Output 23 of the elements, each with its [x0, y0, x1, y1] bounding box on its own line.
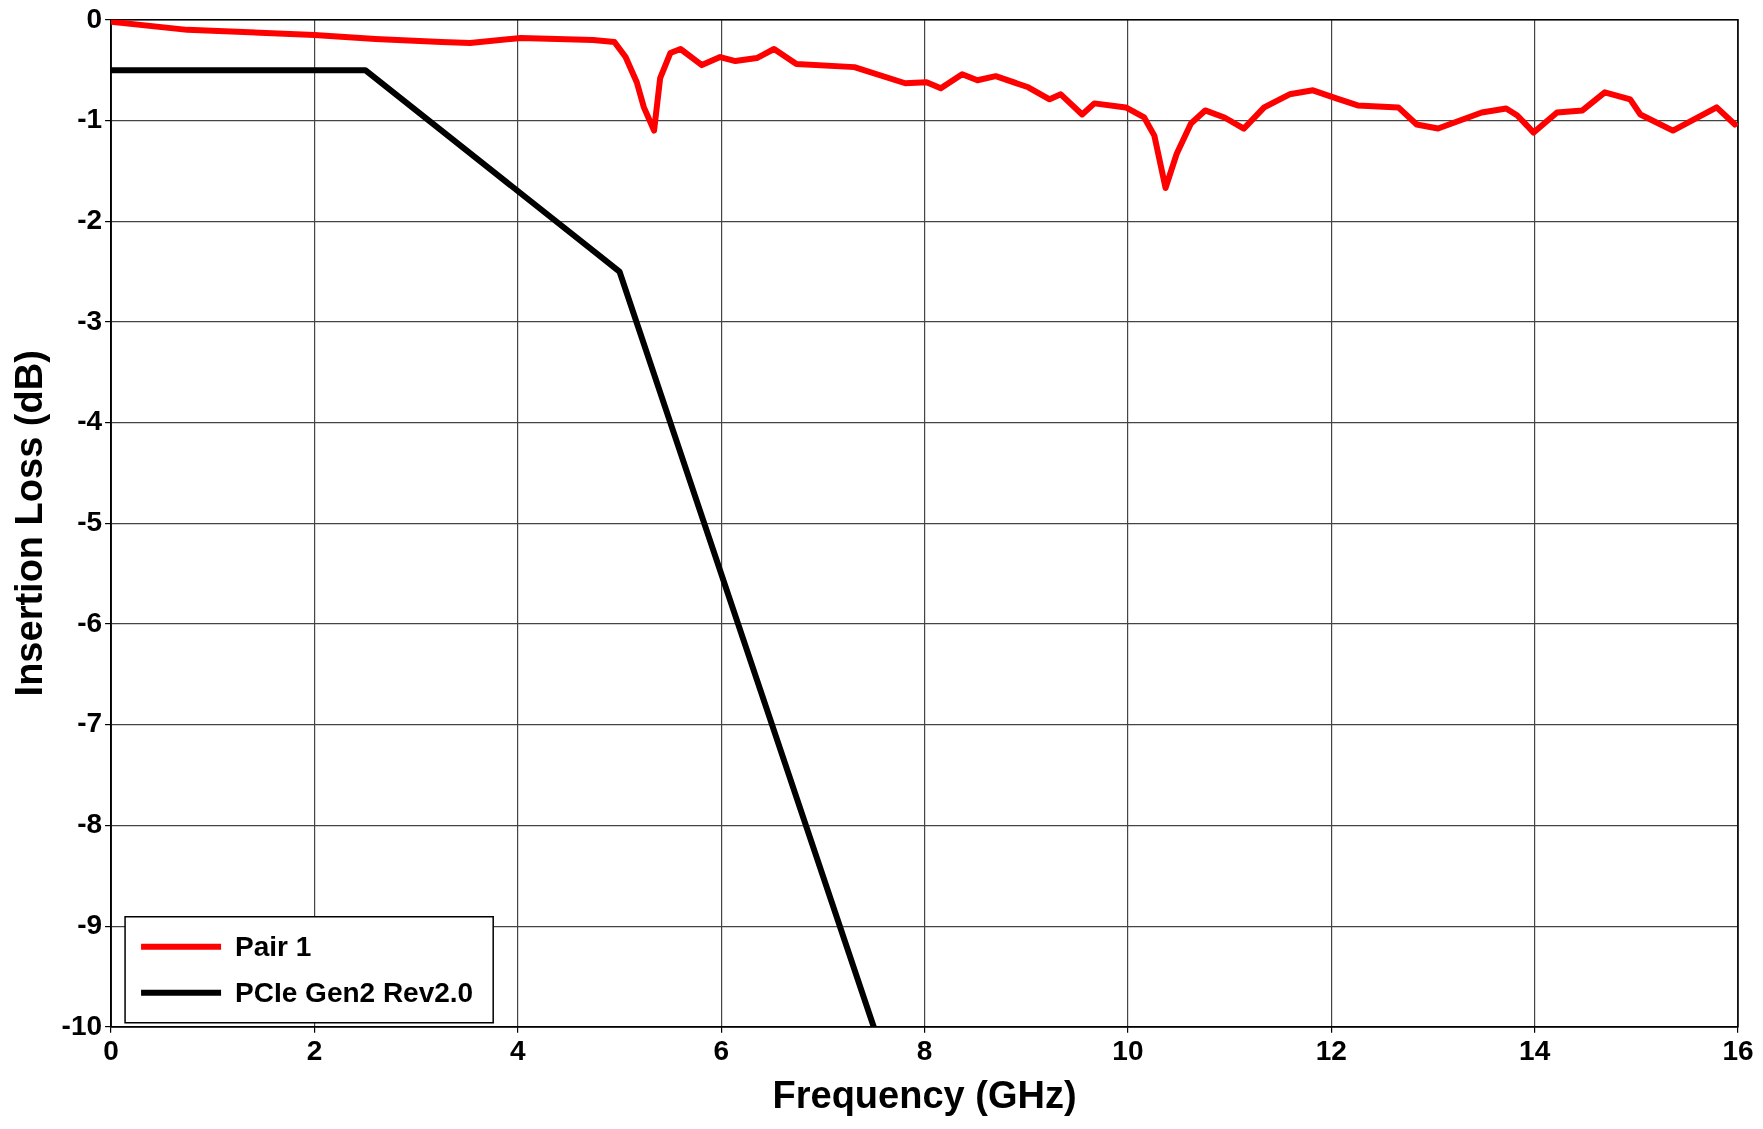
y-tick-label: -7: [77, 707, 103, 739]
x-tick-label: 10: [1112, 1035, 1144, 1067]
x-axis-title: Frequency (GHz): [772, 1073, 1077, 1116]
y-tick-label: -10: [61, 1009, 103, 1041]
legend-label: PCIe Gen2 Rev2.0: [235, 976, 474, 1008]
y-tick-label: -3: [77, 304, 103, 336]
y-tick-label: -8: [77, 808, 103, 840]
y-axis-title: Insertion Loss (dB): [8, 350, 51, 697]
y-tick-label: -6: [77, 606, 103, 638]
x-tick-label: 12: [1315, 1035, 1347, 1067]
y-tick-label: -5: [77, 506, 103, 538]
legend-label: Pair 1: [235, 930, 312, 962]
y-tick-label: 0: [86, 2, 103, 34]
y-tick-label: -9: [77, 908, 103, 940]
x-tick-label: 14: [1519, 1035, 1551, 1067]
y-tick-label: -1: [77, 103, 103, 135]
x-tick-label: 16: [1722, 1035, 1754, 1067]
x-tick-label: 8: [916, 1035, 933, 1067]
y-tick-label: -4: [77, 405, 103, 437]
x-tick-label: 4: [510, 1035, 527, 1067]
x-tick-label: 6: [713, 1035, 729, 1067]
x-tick-label: 2: [306, 1035, 323, 1067]
y-tick-label: -2: [77, 203, 103, 235]
